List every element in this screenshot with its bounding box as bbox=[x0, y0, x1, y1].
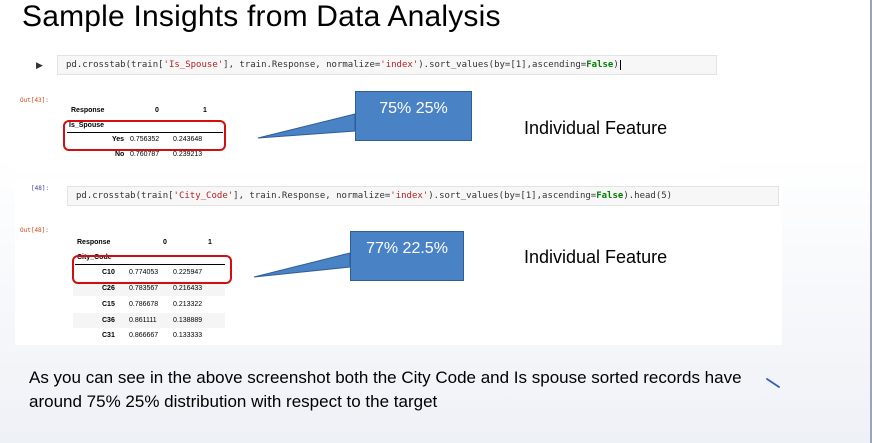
table-cell: 0.866667 bbox=[129, 332, 159, 339]
callout-box-is-spouse: 75% 25% bbox=[355, 91, 472, 141]
column-header-0: 0 bbox=[155, 107, 159, 114]
table-cell: 0.225947 bbox=[173, 269, 203, 276]
play-icon[interactable]: ▶ bbox=[36, 60, 43, 70]
code-text: ).sort_values(by=[1],ascending= bbox=[428, 191, 597, 201]
column-header-1: 1 bbox=[208, 239, 212, 246]
code-keyword: False bbox=[596, 191, 624, 201]
crosstab-table-is-spouse: Response 0 1 Is_Spouse Yes 0.756352 0.24… bbox=[55, 104, 235, 168]
table-cell: 0.239213 bbox=[173, 151, 203, 158]
row-index: C15 bbox=[102, 301, 115, 308]
table-cell: 0.216433 bbox=[173, 285, 203, 292]
in-prompt: [48]: bbox=[31, 185, 50, 192]
callout-box-city-code: 77% 22.5% bbox=[350, 231, 464, 281]
table-cell: 0.213322 bbox=[173, 301, 203, 308]
code-text: ).head(5) bbox=[623, 191, 673, 201]
callout-pointer-1 bbox=[257, 113, 356, 139]
row-index: C31 bbox=[102, 332, 115, 339]
table-cell: 0.774053 bbox=[129, 269, 159, 276]
side-label-city-code: Individual Feature bbox=[524, 247, 668, 267]
slide-stroke-mark bbox=[766, 378, 780, 388]
table-cell: 0.756352 bbox=[130, 136, 160, 143]
out-prompt: Out[43]: bbox=[20, 97, 49, 104]
code-text: ], train.Response, normalize= bbox=[223, 60, 381, 70]
highlight-box bbox=[63, 120, 226, 151]
row-index: No bbox=[115, 151, 125, 158]
code-string: 'index' bbox=[380, 60, 419, 70]
table-header-rule bbox=[67, 132, 223, 133]
out-prompt: Out[48]: bbox=[20, 227, 49, 234]
table-cell: 0.243648 bbox=[173, 136, 203, 143]
table-cell: 0.760787 bbox=[130, 151, 160, 158]
notebook-cell-city-code: [48]: pd.crosstab(train['City_Code'], tr… bbox=[15, 180, 782, 345]
table-cell: 0.786678 bbox=[129, 301, 159, 308]
column-header-0: 0 bbox=[163, 239, 167, 246]
column-header-1: 1 bbox=[203, 107, 207, 114]
code-string: 'Is_Spouse' bbox=[163, 60, 224, 70]
row-index: C26 bbox=[102, 285, 115, 292]
code-input-is-spouse[interactable]: pd.crosstab(train['Is_Spouse'], train.Re… bbox=[57, 55, 717, 75]
table-header-rule bbox=[75, 264, 225, 265]
code-input-city-code[interactable]: pd.crosstab(train['City_Code'], train.Re… bbox=[67, 186, 779, 206]
crosstab-table-city-code: Response 0 1 City_Code C10 0.774053 0.22… bbox=[73, 236, 253, 342]
code-text: pd.crosstab(train[ bbox=[76, 191, 174, 201]
text-cursor bbox=[619, 60, 621, 70]
row-stripe bbox=[73, 281, 225, 296]
index-name: City_Code bbox=[77, 254, 112, 261]
table-cell: 0.133333 bbox=[173, 332, 203, 339]
row-index: C10 bbox=[102, 269, 115, 276]
code-text: ) bbox=[613, 60, 619, 70]
code-string: 'City_Code' bbox=[173, 191, 234, 201]
code-keyword: False bbox=[586, 60, 614, 70]
highlight-box bbox=[72, 255, 232, 284]
code-text: ).sort_values(by=[1],ascending= bbox=[418, 60, 587, 70]
table-cell: 0.783567 bbox=[129, 285, 159, 292]
columns-label: Response bbox=[71, 107, 105, 114]
row-index: C36 bbox=[102, 317, 115, 324]
columns-label: Response bbox=[77, 239, 111, 246]
code-text: pd.crosstab(train[ bbox=[66, 60, 164, 70]
code-string: 'index' bbox=[390, 191, 429, 201]
table-cell: 0.861111 bbox=[129, 317, 157, 324]
slide-title: Sample Insights from Data Analysis bbox=[22, 0, 501, 33]
side-label-is-spouse: Individual Feature bbox=[524, 118, 668, 138]
footer-text: As you can see in the above screenshot b… bbox=[29, 368, 742, 411]
notebook-cell-is-spouse: ▶ pd.crosstab(train['Is_Spouse'], train.… bbox=[15, 52, 719, 173]
row-index: Yes bbox=[112, 136, 125, 143]
index-name: Is_Spouse bbox=[69, 122, 105, 129]
callout-pointer-2 bbox=[253, 252, 351, 278]
table-cell: 0.138889 bbox=[173, 317, 203, 324]
code-text: ], train.Response, normalize= bbox=[233, 191, 391, 201]
row-stripe bbox=[73, 313, 225, 328]
slide-right-border bbox=[870, 0, 872, 443]
